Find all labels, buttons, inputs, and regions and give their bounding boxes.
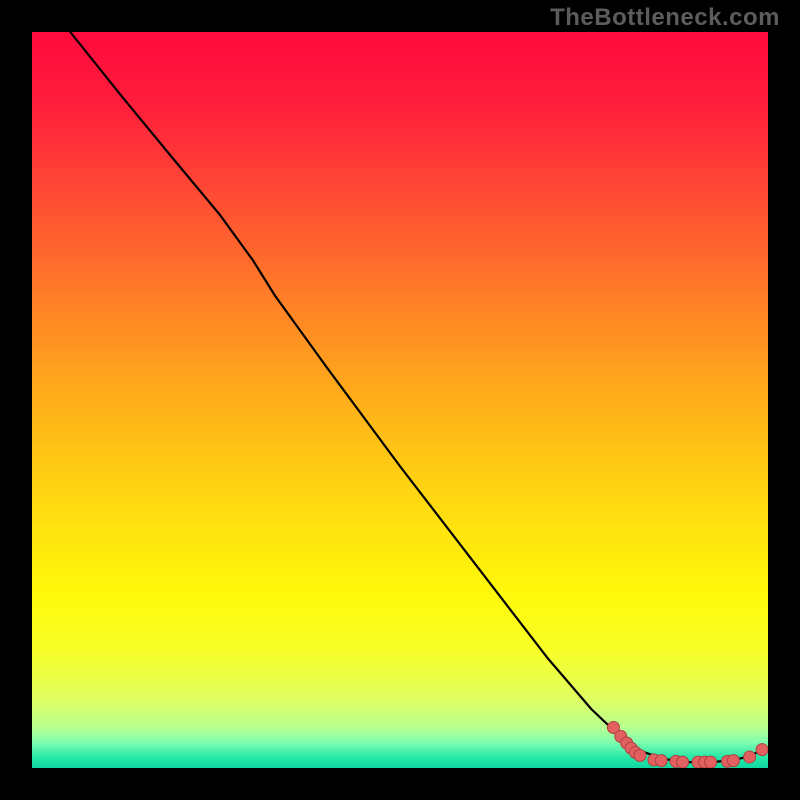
bottleneck-chart bbox=[0, 0, 800, 800]
data-marker bbox=[744, 751, 756, 763]
watermark-text: TheBottleneck.com bbox=[550, 4, 780, 32]
frame-right bbox=[768, 0, 800, 800]
data-marker bbox=[634, 749, 646, 761]
plot-background bbox=[32, 32, 768, 768]
data-marker bbox=[655, 755, 667, 767]
data-marker bbox=[677, 756, 689, 768]
frame-left bbox=[0, 0, 32, 800]
data-marker bbox=[705, 756, 717, 768]
frame-bottom bbox=[0, 768, 800, 800]
data-marker bbox=[756, 744, 768, 756]
data-marker bbox=[727, 755, 739, 767]
